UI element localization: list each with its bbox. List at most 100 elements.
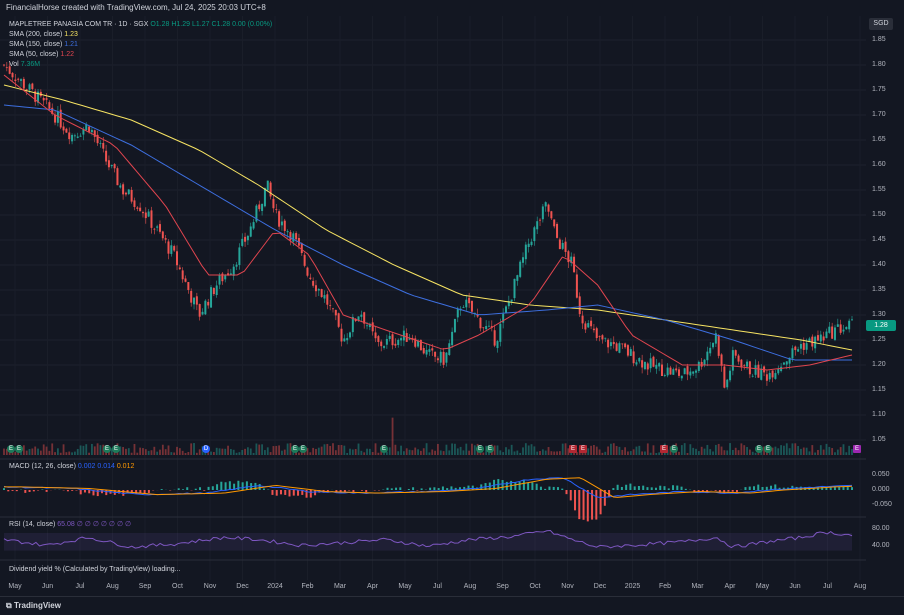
volume-bar: [329, 446, 331, 455]
volume-bar: [803, 448, 805, 455]
macd-label: MACD (12, 26, close): [9, 463, 76, 470]
macd-histogram-bar: [565, 490, 567, 494]
macd-tick-label: 0.050: [872, 471, 890, 478]
volume-bar: [142, 448, 144, 455]
earnings-marker[interactable]: E: [853, 445, 861, 453]
time-tick-label: Nov: [204, 583, 216, 590]
time-tick-label: Jul: [433, 583, 442, 590]
volume-bar: [817, 450, 819, 455]
earnings-marker[interactable]: E: [764, 445, 772, 453]
earnings-marker[interactable]: E: [7, 445, 15, 453]
volume-bar: [604, 452, 606, 455]
volume-bar: [417, 449, 419, 455]
candle-body: [29, 84, 31, 89]
earnings-marker[interactable]: E: [476, 445, 484, 453]
candle-body: [119, 185, 121, 187]
tv-icon: ⧉: [6, 601, 14, 610]
candle-body: [187, 282, 189, 290]
candle-body: [553, 219, 555, 226]
candle-body: [485, 326, 487, 329]
volume-bar: [159, 450, 161, 455]
candle-body: [204, 301, 206, 315]
volume-bar: [91, 444, 93, 455]
earnings-marker[interactable]: E: [380, 445, 388, 453]
macd-histogram-bar: [749, 487, 751, 490]
earnings-marker[interactable]: E: [569, 445, 577, 453]
candle-body: [289, 232, 291, 240]
volume-bar: [655, 453, 657, 455]
macd-histogram-bar: [467, 486, 469, 490]
volume-bar: [508, 449, 510, 455]
earnings-marker[interactable]: E: [299, 445, 307, 453]
volume-bar: [451, 443, 453, 455]
price-tick-label: 1.40: [872, 261, 886, 268]
volume-bar: [681, 445, 683, 455]
candle-body: [241, 239, 243, 246]
candle-body: [139, 208, 141, 212]
earnings-marker[interactable]: E: [755, 445, 763, 453]
candle-body: [128, 189, 130, 194]
candle-body: [179, 267, 181, 269]
macd-histogram-bar: [625, 485, 627, 490]
volume-bar: [650, 453, 652, 455]
volume-bar: [57, 448, 59, 455]
earnings-marker[interactable]: E: [660, 445, 668, 453]
candle-body: [428, 349, 430, 352]
volume-bar: [219, 448, 221, 455]
candle-body: [851, 319, 853, 320]
candle-body: [599, 336, 601, 337]
candle-body: [360, 315, 362, 317]
candle-body: [131, 190, 133, 202]
volume-bar: [777, 448, 779, 455]
volume-bar: [335, 450, 337, 455]
candle-body: [167, 241, 169, 253]
candle-body: [565, 242, 567, 252]
candle-body: [783, 363, 785, 365]
candle-body: [26, 89, 28, 90]
candle-body: [176, 251, 178, 265]
macd-histogram-bar: [681, 487, 683, 490]
volume-bar: [627, 451, 629, 455]
time-tick-label: Apr: [367, 583, 378, 590]
volume-bar: [162, 445, 164, 455]
candle-body: [652, 357, 654, 367]
volume-bar: [372, 452, 374, 455]
macd-histogram-bar: [3, 488, 5, 490]
earnings-marker[interactable]: E: [103, 445, 111, 453]
earnings-marker[interactable]: E: [112, 445, 120, 453]
candle-body: [207, 302, 209, 306]
candle-body: [253, 222, 255, 228]
volume-bar: [394, 445, 396, 455]
volume-bar: [173, 452, 175, 455]
macd-histogram-bar: [519, 482, 521, 490]
volume-bar: [460, 447, 462, 455]
candle-body: [431, 348, 433, 350]
macd-histogram-bar: [664, 486, 666, 490]
price-tick-label: 1.65: [872, 136, 886, 143]
volume-bar: [548, 447, 550, 455]
earnings-marker[interactable]: D: [202, 445, 210, 453]
candle-body: [454, 319, 456, 332]
macd-histogram-bar: [182, 489, 184, 490]
volume-bar: [409, 450, 411, 455]
candle-body: [675, 368, 677, 370]
candle-body: [380, 342, 382, 347]
macd-histogram-bar: [851, 487, 853, 490]
candle-body: [837, 324, 839, 327]
earnings-marker[interactable]: E: [15, 445, 23, 453]
time-tick-label: Feb: [659, 583, 671, 590]
earnings-marker[interactable]: E: [291, 445, 299, 453]
earnings-marker[interactable]: E: [486, 445, 494, 453]
volume-bar: [732, 450, 734, 455]
candle-body: [576, 274, 578, 297]
earnings-marker[interactable]: E: [579, 445, 587, 453]
volume-bar: [480, 453, 482, 455]
volume-bar: [590, 446, 592, 455]
volume-bar: [363, 452, 365, 455]
earnings-marker[interactable]: E: [670, 445, 678, 453]
volume-bar: [596, 447, 598, 455]
candle-body: [111, 165, 113, 166]
candle-body: [156, 226, 158, 227]
volume-bar: [230, 449, 232, 455]
